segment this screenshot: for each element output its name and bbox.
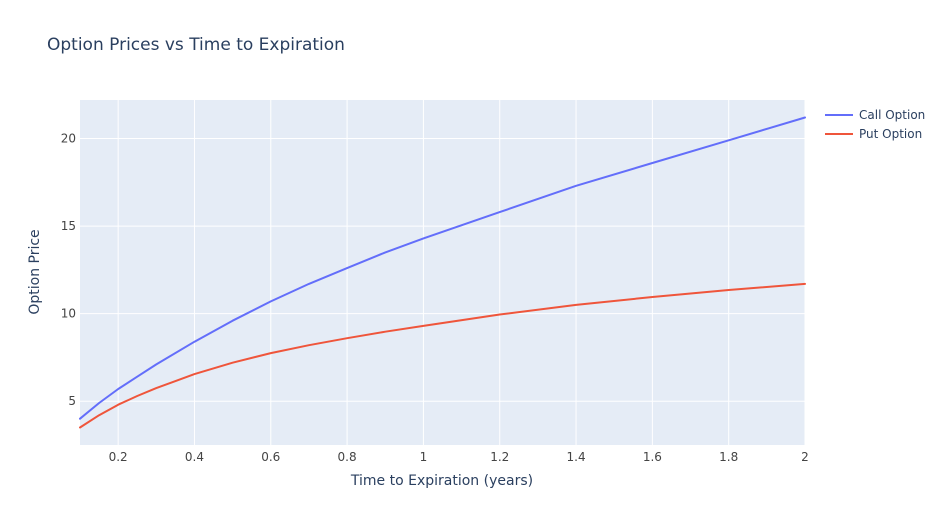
x-tick-label: 1.2	[490, 450, 509, 464]
y-tick-label: 15	[61, 219, 76, 233]
y-axis-title: Option Price	[27, 229, 43, 314]
legend[interactable]: Call Option Put Option	[825, 108, 925, 141]
x-tick-label: 0.2	[109, 450, 128, 464]
x-tick-label: 1.8	[719, 450, 738, 464]
x-axis-title: Time to Expiration (years)	[350, 473, 533, 489]
legend-item-put-option[interactable]: Put Option	[825, 127, 922, 141]
legend-label: Call Option	[859, 108, 925, 122]
x-tick-label: 0.6	[261, 450, 280, 464]
legend-label: Put Option	[859, 127, 922, 141]
chart-title: Option Prices vs Time to Expiration	[47, 35, 345, 55]
y-tick-label: 5	[68, 394, 76, 408]
legend-item-call-option[interactable]: Call Option	[825, 108, 925, 122]
x-tick-label: 0.8	[338, 450, 357, 464]
x-tick-label: 0.4	[185, 450, 204, 464]
series-line-put-option	[79, 282, 806, 429]
x-tick-label: 1.6	[643, 450, 662, 464]
plot-area	[80, 100, 805, 445]
grid	[80, 100, 806, 445]
x-tick-label: 1	[420, 450, 428, 464]
y-tick-label: 10	[61, 307, 76, 321]
x-tick-label: 2	[801, 450, 809, 464]
series-layer	[79, 116, 806, 429]
y-axis-ticks: 5 10 15 20	[61, 132, 76, 409]
x-axis-ticks: 0.2 0.4 0.6 0.8 1 1.2 1.4 1.6 1.8 2	[109, 450, 809, 464]
y-tick-label: 20	[61, 132, 76, 146]
series-line-call-option	[79, 116, 806, 420]
x-tick-label: 1.4	[567, 450, 586, 464]
